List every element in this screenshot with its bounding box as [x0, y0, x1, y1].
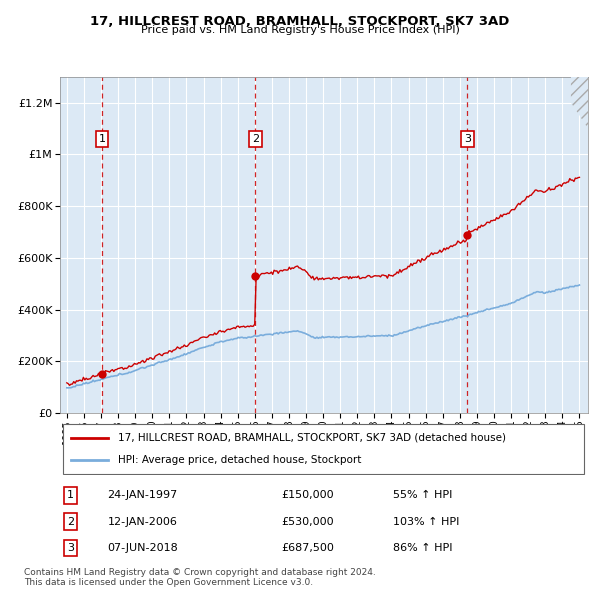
Text: HPI: Average price, detached house, Stockport: HPI: Average price, detached house, Stoc… — [118, 455, 361, 466]
Text: Contains HM Land Registry data © Crown copyright and database right 2024.: Contains HM Land Registry data © Crown c… — [24, 568, 376, 576]
Text: 86% ↑ HPI: 86% ↑ HPI — [392, 543, 452, 553]
Text: 103% ↑ HPI: 103% ↑ HPI — [392, 517, 459, 527]
Text: 3: 3 — [464, 134, 471, 144]
Text: 17, HILLCREST ROAD, BRAMHALL, STOCKPORT, SK7 3AD (detached house): 17, HILLCREST ROAD, BRAMHALL, STOCKPORT,… — [118, 432, 506, 442]
Polygon shape — [571, 77, 588, 129]
Text: This data is licensed under the Open Government Licence v3.0.: This data is licensed under the Open Gov… — [24, 578, 313, 587]
Text: £687,500: £687,500 — [282, 543, 335, 553]
Text: £530,000: £530,000 — [282, 517, 334, 527]
Text: 24-JAN-1997: 24-JAN-1997 — [107, 490, 178, 500]
Text: 3: 3 — [67, 543, 74, 553]
Text: £150,000: £150,000 — [282, 490, 334, 500]
Text: 1: 1 — [67, 490, 74, 500]
Text: 17, HILLCREST ROAD, BRAMHALL, STOCKPORT, SK7 3AD: 17, HILLCREST ROAD, BRAMHALL, STOCKPORT,… — [91, 15, 509, 28]
FancyBboxPatch shape — [62, 424, 584, 474]
Text: 07-JUN-2018: 07-JUN-2018 — [107, 543, 178, 553]
Text: 1: 1 — [99, 134, 106, 144]
Text: 2: 2 — [252, 134, 259, 144]
Text: Price paid vs. HM Land Registry's House Price Index (HPI): Price paid vs. HM Land Registry's House … — [140, 25, 460, 35]
Text: 2: 2 — [67, 517, 74, 527]
Text: 55% ↑ HPI: 55% ↑ HPI — [392, 490, 452, 500]
Text: 12-JAN-2006: 12-JAN-2006 — [107, 517, 178, 527]
